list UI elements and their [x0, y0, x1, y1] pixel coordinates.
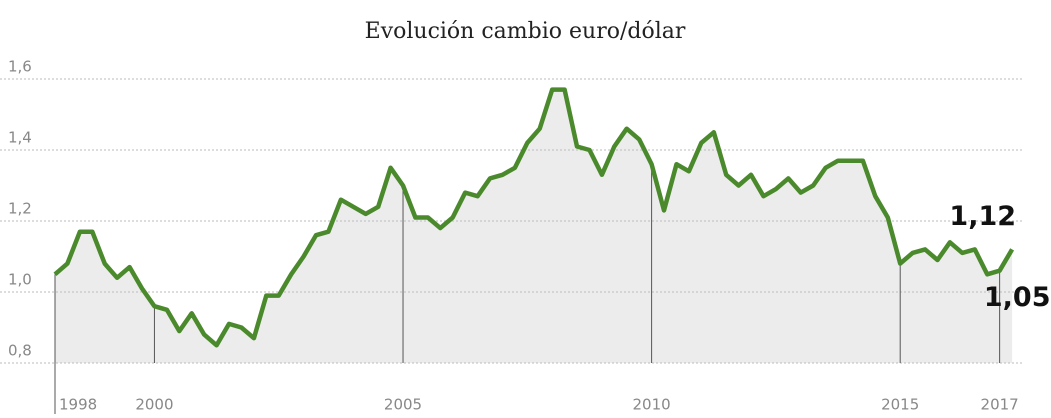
line [53, 87, 1015, 348]
line-layer [53, 87, 1015, 348]
area-layer [55, 89, 1013, 363]
x-tick-label: 2015 [881, 396, 919, 414]
annotation: 1,12 [949, 201, 1016, 232]
y-tick-label: 1,0 [8, 271, 32, 289]
y-tick-label: 1,4 [8, 129, 32, 147]
x-tick-label: 1998 [59, 396, 97, 414]
chart-title: Evolución cambio euro/dólar [365, 19, 686, 44]
area [55, 89, 1013, 363]
x-tick-label: 2017 [981, 396, 1019, 414]
x-tick-label: 2000 [135, 396, 173, 414]
labels-layer: 0,8 1,0 1,2 1,4 1,6 1998 2000 2005 2010 2015 2017 1… [8, 58, 1051, 414]
y-tick-label: 1,2 [8, 200, 32, 218]
y-tick-label: 0,8 [8, 342, 32, 360]
x-tick-label: 2010 [633, 396, 671, 414]
y-tick-label: 1,6 [8, 58, 32, 76]
annotation: 1,05 [984, 282, 1051, 313]
x-tick-label: 2005 [384, 396, 422, 414]
